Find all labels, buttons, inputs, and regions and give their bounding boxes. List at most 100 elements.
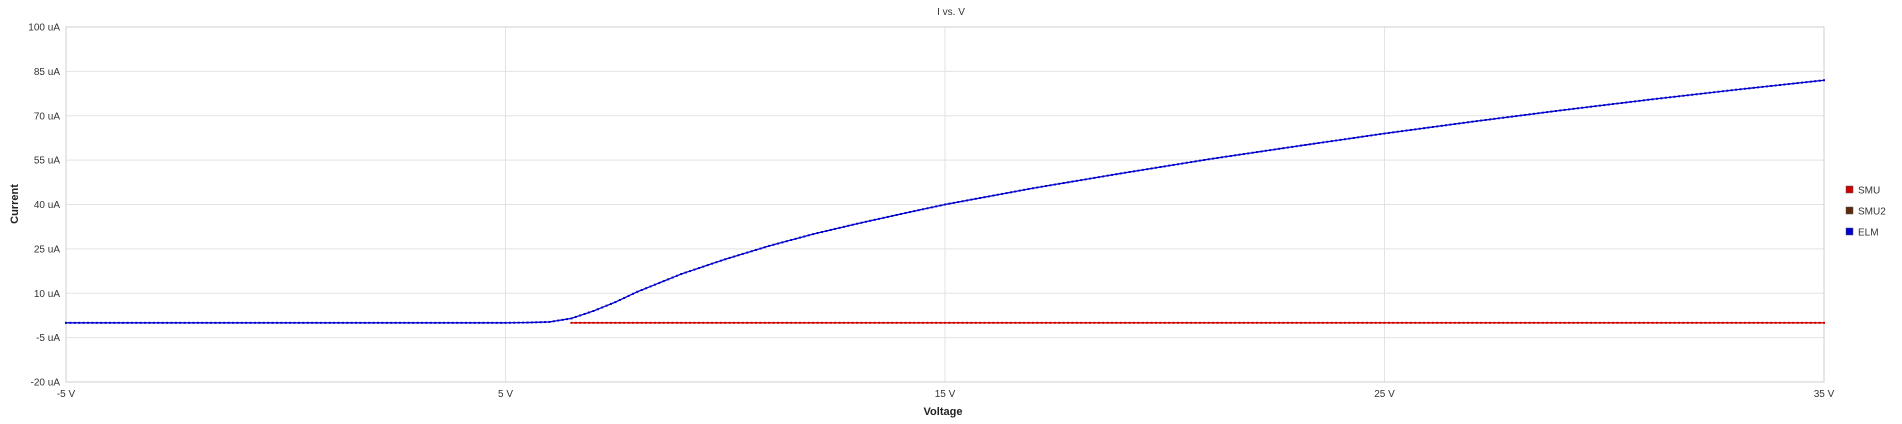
data-point — [1251, 321, 1254, 324]
data-point — [293, 321, 296, 324]
data-point — [1330, 321, 1333, 324]
data-point — [609, 302, 612, 305]
data-point — [1418, 321, 1421, 324]
data-point — [798, 321, 801, 324]
data-point — [715, 321, 718, 324]
data-point — [1401, 321, 1404, 324]
data-point — [258, 321, 261, 324]
data-point — [1651, 98, 1654, 101]
data-point — [1150, 321, 1153, 324]
data-point — [1823, 321, 1825, 324]
data-point — [1185, 161, 1188, 164]
y-tick-label: -20 uA — [31, 378, 61, 389]
data-point — [842, 225, 845, 228]
data-point — [944, 321, 946, 324]
data-point — [579, 314, 582, 317]
data-point — [1748, 87, 1751, 90]
data-point — [1001, 192, 1004, 195]
data-point — [1005, 321, 1008, 324]
data-point — [728, 256, 731, 259]
data-point — [623, 296, 626, 299]
data-point — [1598, 321, 1601, 324]
data-point — [755, 321, 758, 324]
data-point — [631, 292, 634, 295]
data-point — [1537, 321, 1540, 324]
data-point — [1357, 321, 1360, 324]
data-point — [820, 231, 823, 234]
data-point — [1458, 321, 1461, 324]
data-point — [324, 321, 327, 324]
data-point — [438, 321, 441, 324]
data-point — [192, 321, 195, 324]
data-point — [1146, 168, 1149, 171]
plot-area — [65, 26, 1825, 383]
data-point — [108, 321, 111, 324]
data-point — [1150, 167, 1153, 170]
data-point — [557, 319, 560, 322]
data-point — [1695, 93, 1698, 96]
data-point — [1572, 107, 1575, 110]
data-point — [1467, 321, 1470, 324]
data-point — [1159, 166, 1162, 169]
data-point — [1089, 177, 1092, 180]
data-point — [65, 321, 67, 324]
data-point — [623, 321, 626, 324]
data-point — [1234, 321, 1237, 324]
data-point — [1585, 321, 1588, 324]
data-point — [1682, 321, 1685, 324]
data-point — [1713, 91, 1716, 94]
data-point — [315, 321, 318, 324]
series-markers-smu — [570, 321, 1825, 324]
data-point — [504, 321, 507, 324]
data-point — [1607, 321, 1610, 324]
data-point — [1770, 321, 1773, 324]
data-point — [1352, 321, 1355, 324]
data-point — [170, 321, 173, 324]
data-point — [1286, 146, 1289, 149]
data-point — [834, 227, 837, 230]
data-point — [996, 321, 999, 324]
data-point — [275, 321, 278, 324]
data-point — [913, 210, 916, 213]
data-point — [381, 321, 384, 324]
data-point — [1278, 321, 1281, 324]
legend-swatch — [1845, 227, 1854, 236]
data-point — [1137, 169, 1140, 172]
data-point — [1168, 164, 1171, 167]
data-point — [1036, 186, 1039, 189]
data-point — [574, 321, 577, 324]
data-point — [319, 321, 322, 324]
data-point — [1445, 124, 1448, 127]
data-point — [803, 321, 806, 324]
data-point — [680, 321, 683, 324]
data-point — [794, 321, 797, 324]
data-point — [1009, 191, 1012, 194]
data-point — [1506, 116, 1509, 119]
data-point — [113, 321, 116, 324]
data-point — [1682, 94, 1685, 97]
data-point — [130, 321, 133, 324]
data-point — [566, 318, 569, 321]
data-point — [1809, 321, 1812, 324]
data-point — [1528, 321, 1531, 324]
data-point — [746, 321, 749, 324]
data-point — [1045, 321, 1048, 324]
data-point — [535, 321, 538, 324]
data-point — [1009, 321, 1012, 324]
data-point — [864, 321, 867, 324]
data-point — [1212, 157, 1215, 160]
data-point — [842, 321, 845, 324]
data-point — [746, 251, 749, 254]
data-point — [544, 321, 547, 324]
data-point — [737, 254, 740, 257]
data-point — [1071, 321, 1074, 324]
data-point — [341, 321, 344, 324]
data-point — [1590, 105, 1593, 108]
legend-swatch — [1845, 185, 1854, 194]
data-point — [1449, 123, 1452, 126]
data-point — [1743, 87, 1746, 90]
data-point — [139, 321, 142, 324]
data-point — [1093, 176, 1096, 179]
